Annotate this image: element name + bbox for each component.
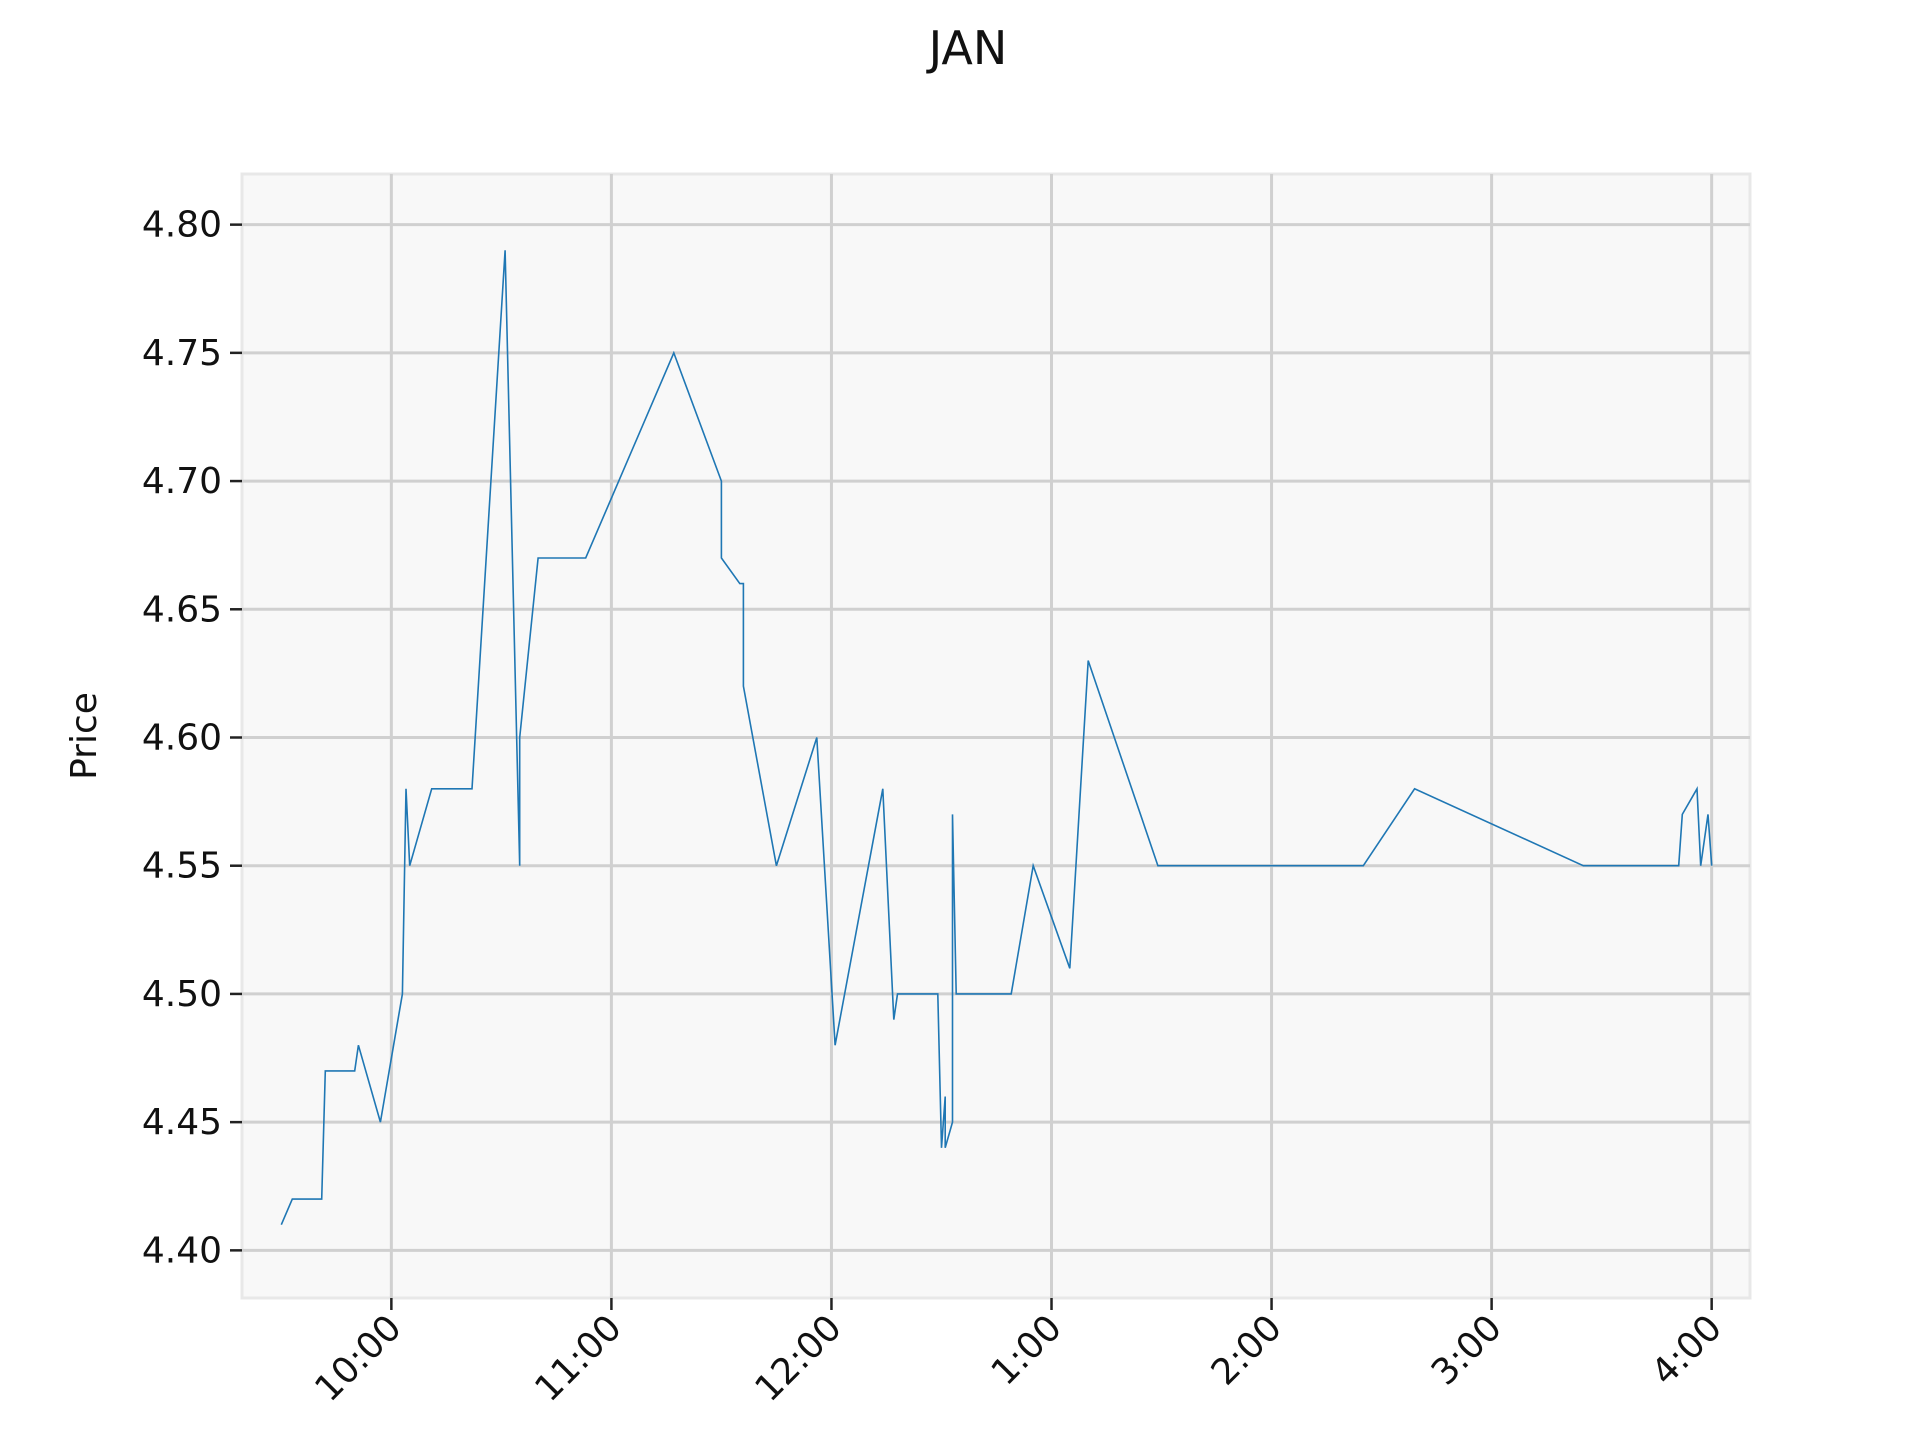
- grid-lines: [242, 174, 1750, 1298]
- x-tick-label: 10:00: [307, 1307, 409, 1409]
- y-axis-label: Price: [64, 692, 105, 780]
- y-tick-label: 4.50: [142, 974, 222, 1015]
- y-tick-label: 4.70: [142, 461, 222, 502]
- data-series: [280, 250, 1713, 1226]
- x-tick-label: 12:00: [747, 1307, 849, 1409]
- price-line: [280, 250, 1713, 1226]
- y-tick-label: 4.55: [142, 846, 222, 887]
- y-tick-label: 4.60: [142, 718, 222, 759]
- x-tick-label: 2:00: [1204, 1307, 1290, 1393]
- y-tick-label: 4.80: [142, 205, 222, 246]
- y-tick-label: 4.40: [142, 1230, 222, 1271]
- y-tick-label: 4.75: [142, 333, 222, 374]
- x-tick-label: 11:00: [527, 1307, 629, 1409]
- x-tick-label: 1:00: [984, 1307, 1070, 1393]
- x-tick-label: 4:00: [1644, 1307, 1730, 1393]
- x-tick-label: 3:00: [1424, 1307, 1510, 1393]
- y-tick-label: 4.45: [142, 1102, 222, 1143]
- chart-title: JAN: [926, 21, 1008, 75]
- y-tick-label: 4.65: [142, 589, 222, 630]
